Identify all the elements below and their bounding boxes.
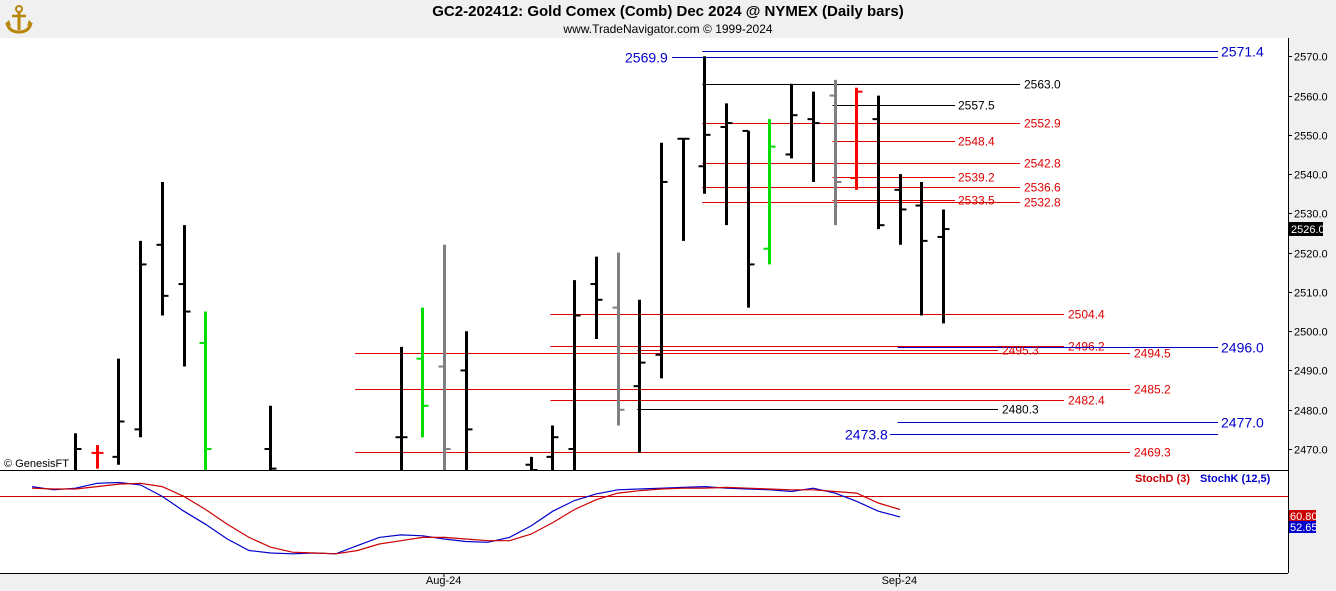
chart-title: GC2-202412: Gold Comex (Comb) Dec 2024 @…: [432, 3, 904, 20]
price-bar: [742, 129, 755, 308]
level-label: 2469.3: [1134, 446, 1171, 460]
price-bar: [264, 405, 277, 470]
price-bar: [915, 181, 928, 316]
legend-stochk: StochK (12,5): [1200, 473, 1271, 485]
level-label: 2482.4: [1068, 394, 1105, 408]
y-tick-label: 2560.0: [1294, 92, 1328, 104]
price-bar: [677, 137, 690, 241]
legend-stochd: StochD (3): [1135, 473, 1190, 485]
level-label: 2477.0: [1221, 415, 1264, 431]
price-bar: [438, 244, 451, 470]
price-bar: [460, 331, 473, 470]
price-bar: [785, 83, 798, 159]
price-bar: [74, 433, 82, 470]
price-bar: [178, 225, 191, 367]
x-tick-label: Aug-24: [426, 575, 461, 587]
x-tick-label: Sep-24: [882, 575, 917, 587]
level-label: 2473.8: [845, 427, 888, 443]
y-tick-label: 2520.0: [1294, 249, 1328, 261]
last-price-label: 2526.0: [1291, 224, 1325, 236]
main-plot-area: [0, 38, 1288, 470]
y-tick-label: 2510.0: [1294, 288, 1328, 300]
anchor-logo-icon: [3, 3, 35, 35]
level-label: 2548.4: [958, 135, 995, 149]
price-bar: [156, 181, 169, 316]
level-label: 2504.4: [1068, 308, 1105, 322]
price-chart: 2571.4 2569.9 2563.0 2557.5 2552.9 2548.4 2542…: [0, 38, 1328, 587]
last-price-marker: 2526.0: [1289, 222, 1325, 236]
price-bar: [655, 142, 668, 379]
level-label: 2480.3: [1002, 403, 1039, 417]
stochd-line: [31, 482, 901, 555]
level-label: 2536.6: [1024, 181, 1061, 195]
price-bar: [937, 209, 950, 324]
price-bar: [633, 299, 646, 453]
price-bar: [199, 311, 212, 470]
y-tick-label: 2500.0: [1294, 327, 1328, 339]
price-bar: [546, 425, 559, 470]
y-tick-label: 2480.0: [1294, 406, 1328, 418]
y-tick-label: 2530.0: [1294, 209, 1328, 221]
watermark-text: © GenesisFT: [4, 458, 69, 470]
y-tick-label: 2470.0: [1294, 445, 1328, 457]
level-label: 2496.2: [1068, 340, 1105, 354]
level-label: 2569.9: [625, 50, 668, 66]
price-bar: [763, 119, 776, 265]
level-label: 2496.0: [1221, 340, 1264, 356]
price-bar: [568, 280, 581, 470]
level-label: 2552.9: [1024, 117, 1061, 131]
y-tick-label: 2490.0: [1294, 366, 1328, 378]
price-bar: [829, 79, 842, 226]
price-bar: [720, 103, 733, 226]
stochk-last-value: 52.65: [1290, 522, 1318, 534]
y-tick-label: 2570.0: [1294, 52, 1328, 64]
level-label: 2557.5: [958, 99, 995, 113]
level-label: 2571.4: [1221, 44, 1264, 60]
price-bar: [91, 445, 104, 469]
level-label: 2485.2: [1134, 383, 1171, 397]
price-bar: [590, 256, 603, 340]
y-tick-label: 2540.0: [1294, 170, 1328, 182]
y-tick-label: 2550.0: [1294, 131, 1328, 143]
stochd-last-value: 60.80: [1290, 511, 1318, 523]
price-bar: [134, 240, 147, 438]
level-label: 2495.3: [1002, 344, 1039, 358]
price-bar: [872, 95, 885, 230]
price-bar: [807, 91, 820, 182]
stoch-last-markers: 60.80 52.65: [1289, 510, 1318, 534]
level-label: 2542.8: [1024, 157, 1061, 171]
level-label: 2532.8: [1024, 196, 1061, 210]
price-bar: [416, 307, 429, 438]
level-label: 2563.0: [1024, 78, 1061, 92]
stochk-line: [31, 481, 901, 555]
price-bar: [112, 358, 125, 465]
price-bar: [612, 252, 625, 426]
level-label: 2539.2: [958, 171, 995, 185]
level-label: 2533.5: [958, 194, 995, 208]
copyright-text: www.TradeNavigator.com © 1999-2024: [563, 22, 773, 36]
price-bar: [894, 174, 907, 245]
chart-header: GC2-202412: Gold Comex (Comb) Dec 2024 @…: [0, 0, 1336, 38]
price-bar: [698, 56, 711, 194]
price-bar: [525, 456, 538, 471]
price-bar: [850, 87, 863, 190]
price-bar: [395, 346, 408, 470]
indicator-plot-area: [0, 471, 1288, 573]
level-label: 2494.5: [1134, 347, 1171, 361]
